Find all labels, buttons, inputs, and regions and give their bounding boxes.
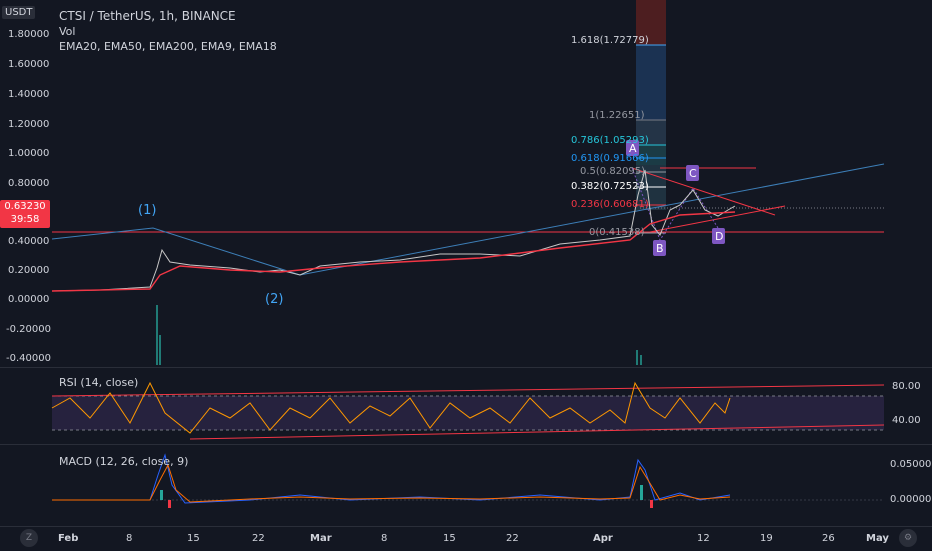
rsi-band — [52, 396, 884, 430]
price-axis-label: 1.40000 — [8, 89, 50, 100]
symbol-title[interactable]: CTSI / TetherUS, 1h, BINANCE — [59, 9, 236, 23]
time-label: Feb — [58, 533, 79, 544]
price-axis-label: 1.60000 — [8, 59, 50, 70]
macd-axis-label: 0.05000 — [890, 459, 932, 470]
time-label: May — [866, 533, 889, 544]
currency-chip[interactable]: USDT — [2, 6, 36, 19]
trend-line — [51, 163, 885, 276]
price-axis-label: -0.40000 — [6, 353, 51, 364]
rsi-title[interactable]: RSI (14, close) — [59, 376, 139, 389]
wave-b-label: B — [656, 242, 664, 255]
wave-d-marker: D — [712, 228, 725, 244]
time-label: Apr — [593, 533, 613, 544]
macd-histogram — [160, 485, 653, 508]
fib-label-618: 0.618(0.91666) — [571, 153, 649, 164]
signal-line — [52, 463, 731, 503]
price-axis-label: -0.20000 — [6, 324, 51, 335]
time-axis[interactable]: Feb 8 15 22 Mar 8 15 22 Apr 12 19 26 May — [0, 526, 932, 551]
time-label: 8 — [126, 533, 133, 544]
wave-a-label: A — [629, 142, 637, 155]
time-label: 22 — [506, 533, 519, 544]
fib-label-236: 0.236(0.60681) — [571, 199, 649, 210]
rsi-axis-label: 80.00 — [892, 381, 921, 392]
time-label: 15 — [187, 533, 200, 544]
macd-title[interactable]: MACD (12, 26, close, 9) — [59, 455, 189, 468]
settings-icon[interactable]: ⚙ — [899, 529, 917, 547]
price-axis-label: 0.00000 — [8, 294, 50, 305]
macd-pane[interactable]: MACD (12, 26, close, 9) 0.05000 0.00000 — [0, 444, 932, 527]
fib-label-786: 0.786(1.05293) — [571, 135, 649, 146]
fib-label-1618: 1.618(1.72779) — [571, 35, 649, 46]
abcd-path — [631, 167, 719, 242]
fib-lines — [636, 44, 666, 234]
price-pane[interactable]: (1) (2) A B C D 1.618(1.72779) 1(1.22651… — [0, 0, 932, 367]
volume-bars — [156, 305, 642, 365]
time-label: Mar — [310, 533, 332, 544]
macd-axis-label: 0.00000 — [890, 494, 932, 505]
price-axis-label: 1.80000 — [8, 29, 50, 40]
wave-d-label: D — [715, 230, 723, 243]
ema-legend[interactable]: EMA20, EMA50, EMA200, EMA9, EMA18 — [59, 40, 277, 53]
wave-c-label: C — [689, 167, 697, 180]
time-label: 8 — [381, 533, 388, 544]
triangle-upper — [631, 167, 776, 216]
wave-a-marker: A — [626, 140, 639, 156]
price-chart[interactable]: (1) (2) A B C D — [0, 0, 932, 367]
fib-label-0: 0(0.41538) — [589, 227, 645, 238]
rsi-trend-lower — [189, 424, 885, 440]
rsi-pane[interactable]: RSI (14, close) 80.00 40.00 — [0, 367, 932, 445]
last-price-value: 0.63230 — [4, 201, 46, 212]
fib-zone-1618 — [636, 45, 666, 120]
timezone-icon[interactable]: Z — [20, 529, 38, 547]
price-axis-label: 1.20000 — [8, 119, 50, 130]
wave-1-label: (1) — [138, 203, 156, 218]
wave-c-marker: C — [686, 165, 699, 181]
time-label: 19 — [760, 533, 773, 544]
fib-label-382: 0.382(0.72523) — [571, 181, 649, 192]
price-axis-label: 0.40000 — [8, 236, 50, 247]
fib-zone-top — [636, 0, 666, 45]
rsi-series — [51, 381, 731, 434]
price-axis-label: 1.00000 — [8, 148, 50, 159]
wave-2-label: (2) — [265, 292, 283, 307]
fib-label-05: 0.5(0.82095) — [580, 166, 646, 177]
rsi-axis-label: 40.00 — [892, 415, 921, 426]
fib-label-1: 1(1.22651) — [589, 110, 645, 121]
time-label: 22 — [252, 533, 265, 544]
wave-b-marker: B — [653, 240, 666, 256]
price-series — [51, 169, 736, 292]
last-price-tag: 0.63230 39:58 — [0, 200, 50, 228]
price-axis-label: 0.20000 — [8, 265, 50, 276]
triangle-lower — [649, 205, 786, 233]
fib-zone-786 — [636, 145, 666, 165]
time-label: 12 — [697, 533, 710, 544]
countdown: 39:58 — [10, 214, 40, 225]
rsi-trend-upper — [51, 384, 885, 397]
fib-zone-1 — [636, 120, 666, 145]
rsi-chart[interactable] — [0, 368, 932, 445]
time-label: 26 — [822, 533, 835, 544]
vol-legend[interactable]: Vol — [59, 25, 76, 38]
macd-chart[interactable] — [0, 445, 932, 527]
ema-series — [51, 211, 736, 292]
time-label: 15 — [443, 533, 456, 544]
price-axis-label: 0.80000 — [8, 178, 50, 189]
